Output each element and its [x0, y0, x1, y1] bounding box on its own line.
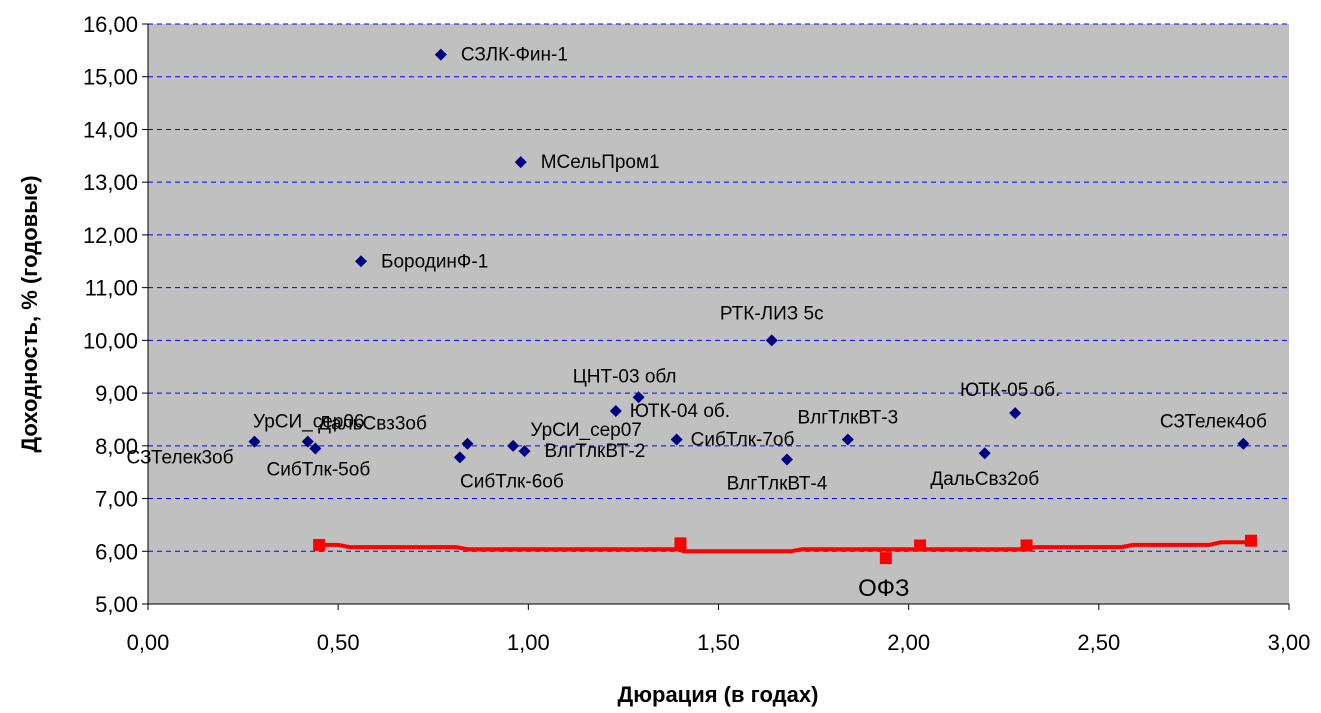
y-tick-label: 15,00 [83, 65, 138, 90]
y-tick-label: 9,00 [95, 381, 138, 406]
ofz-curve [319, 540, 1251, 554]
plot-area [148, 24, 1289, 604]
ofz-marker [674, 537, 687, 550]
x-tick-label: 2,50 [1077, 630, 1120, 655]
y-tick-label: 16,00 [83, 12, 138, 37]
bond-point [434, 48, 447, 61]
bond-point-label: ВлгТлкВТ-3 [797, 407, 898, 428]
y-tick-label: 5,00 [95, 592, 138, 617]
ofz-marker [879, 552, 892, 565]
x-tick-label: 0,50 [317, 630, 360, 655]
x-tick-labels: 0,00 0,50 1,00 1,50 2,00 2,50 3,00 [127, 630, 1311, 655]
bond-point-label: СЗТелек3об [126, 448, 233, 469]
ofz-marker [914, 539, 927, 552]
bond-point [354, 255, 367, 268]
bond-point-label: ВлгТлкВТ-4 [727, 474, 828, 495]
bond-point [248, 435, 261, 448]
bond-point [453, 451, 466, 464]
x-tick-label: 1,00 [507, 630, 550, 655]
y-tick-label: 13,00 [83, 170, 138, 195]
bond-point [670, 433, 683, 446]
bond-point [632, 391, 645, 404]
y-tick-label: 10,00 [83, 328, 138, 353]
bond-point-label: БородинФ-1 [381, 251, 488, 272]
ofz-marker [313, 538, 326, 551]
bond-point-label: СибТлк-6об [460, 471, 564, 492]
bond-points [248, 48, 1250, 466]
bond-point [514, 156, 527, 169]
bond-point-label: СЗТелек4об [1160, 412, 1267, 433]
bond-point-label: ЮТК-05 об. [960, 380, 1060, 401]
bond-point [301, 435, 314, 448]
y-tick-label: 7,00 [95, 487, 138, 512]
bond-point [841, 433, 854, 446]
bond-point [609, 405, 622, 418]
bond-point-label: ЦНТ-03 обл [573, 366, 677, 387]
bond-point [1237, 437, 1250, 450]
bond-point [780, 453, 793, 466]
bond-point-label: СибТлк-5об [266, 459, 370, 480]
y-tick-label: 14,00 [83, 117, 138, 142]
y-tick-label: 11,00 [85, 276, 138, 301]
bond-point-label: СибТлк-7об [691, 429, 795, 450]
bond-point [461, 437, 474, 450]
bond-point-label: ДальСвз2об [930, 469, 1039, 490]
bond-point-label: ВлгТлкВТ-2 [545, 441, 646, 462]
bond-point [507, 439, 520, 452]
ofz-marker [1244, 534, 1257, 547]
x-tick-label: 0,00 [127, 630, 170, 655]
x-tick-label: 3,00 [1268, 630, 1311, 655]
bond-point [978, 447, 991, 460]
ofz-series-label: ОФЗ [858, 575, 909, 602]
bond-point-label: УрСИ_сер06 [253, 412, 365, 433]
y-tick-label: 8,00 [95, 434, 138, 459]
bond-point-labels: СЗЛК-Фин-1 МСельПром1 БородинФ-1 РТК-ЛИЗ 5с… [126, 45, 1267, 495]
y-tick-label: 12,00 [83, 223, 138, 248]
grid-lines [148, 23, 1289, 552]
bond-point [309, 442, 322, 455]
y-axis-title: Доходность, % (годовые) [17, 175, 42, 452]
bond-point-label: РТК-ЛИЗ 5с [720, 303, 824, 324]
axes [142, 23, 1290, 610]
bond-point [1009, 407, 1022, 420]
bond-point-label: ЮТК-04 об. [630, 401, 730, 422]
bond-point [765, 334, 778, 347]
bond-point [518, 445, 531, 458]
bond-point-label: СЗЛК-Фин-1 [461, 45, 568, 66]
y-tick-label: 6,00 [95, 539, 138, 564]
x-tick-label: 1,50 [697, 630, 740, 655]
bond-point-label: МСельПром1 [541, 152, 660, 173]
bond-point-label: УрСИ_сер07 [530, 420, 642, 441]
x-axis-title: Дюрация (в годах) [618, 682, 819, 707]
ofz-series: ОФЗ [313, 534, 1257, 602]
y-tick-labels: 5,00 6,00 7,00 8,00 9,00 10,00 11,00 12,00 13,00… [83, 12, 138, 617]
x-tick-label: 2,00 [887, 630, 930, 655]
bond-point-label: ДальСвз3об [318, 414, 427, 435]
ofz-marker [1020, 539, 1033, 552]
